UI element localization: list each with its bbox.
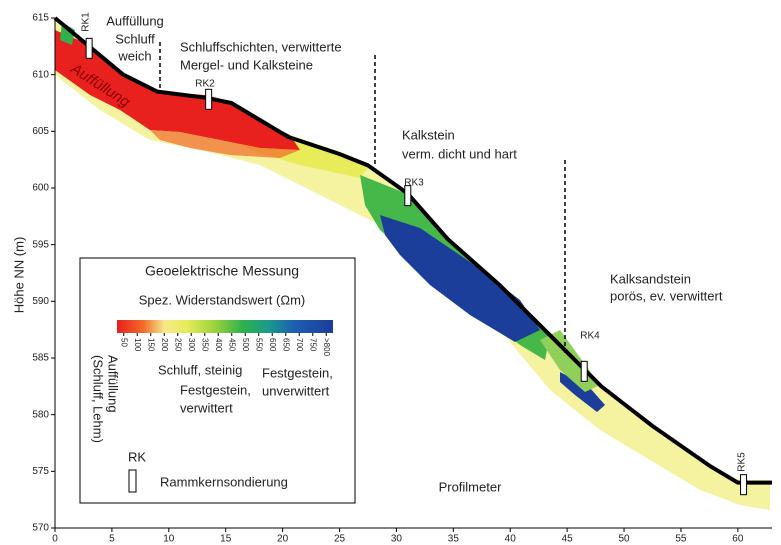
legend-class: (Schluff, Lehm) [91,355,106,443]
borehole-marker [85,37,93,59]
plot [53,16,772,496]
colorbar-tick-label: 150 [147,338,156,352]
borehole-marker [740,474,748,496]
borehole-marker [404,185,412,207]
colorbar-tick-label: >800 [322,338,331,357]
colorbar-tick-label: 300 [187,338,196,352]
x-tick-label: 45 [562,534,574,545]
x-tick-label: 15 [220,534,232,545]
colorbar-tick-label: 100 [133,338,142,352]
resistivity-section [55,18,770,510]
annotation: Mergel- und Kalksteine [180,57,313,72]
legend-class: Festgestein, [262,365,333,380]
borehole-label: RK4 [580,331,600,342]
annotation: Schluffschichten, verwitterte [180,39,342,54]
legend-class: Festgestein, [180,382,251,397]
legend-symbol-text: Rammkernsondierung [160,474,288,489]
x-tick-label: 50 [618,534,630,545]
colorbar-tick-label: 50 [120,338,129,347]
borehole-marker [580,360,588,382]
y-tick-label: 575 [32,466,49,477]
y-tick-label: 590 [32,296,49,307]
colorbar-tick-label: 550 [255,338,264,352]
colorbar-tick-label: 200 [160,338,169,352]
x-tick-label: 30 [391,534,403,545]
terrain-line [53,16,772,485]
zone-dividers [159,42,566,355]
annotation: Auffüllung [106,13,164,28]
colorbar-tick-label: 700 [295,338,304,352]
x-tick-label: 60 [732,534,744,545]
x-tick-label: 40 [505,534,517,545]
x-tick-label: 5 [109,534,115,545]
y-tick-label: 585 [32,353,49,364]
x-tick-label: 10 [163,534,175,545]
x-tick-label: 20 [277,534,289,545]
annotation: Schluff [115,31,155,46]
legend-class: Schluff, steinig [158,362,242,377]
legend-class: Auffüllung [106,355,121,413]
legend-title: Geoelektrische Messung [145,263,299,279]
x-axis-label: Profilmeter [439,479,503,494]
legend-class: verwittert [180,400,233,415]
borehole-label: RK1 [81,12,92,32]
colorbar [117,320,333,333]
y-tick-label: 600 [32,183,49,194]
colorbar-tick-label: 600 [268,338,277,352]
colorbar-tick-label: 500 [241,338,250,352]
y-tick-label: 605 [32,126,49,137]
y-tick-label: 610 [32,69,49,80]
legend: Geoelektrische Messung Spez. Widerstands… [79,257,356,504]
borehole-label: RK2 [195,79,215,90]
y-tick-label: 595 [32,239,49,250]
legend-symbol-marker [128,469,137,493]
colorbar-tick-label: 750 [309,338,318,352]
y-tick-label: 580 [32,409,49,420]
x-tick-label: 0 [52,534,58,545]
annotation: Kalksandstein [610,271,691,286]
y-axis-label: Höhe NN (m) [11,237,26,314]
y-tick-label: 615 [32,13,49,24]
colorbar-tick-label: 350 [201,338,210,352]
colorbar-tick-label: 450 [228,338,237,352]
borehole-marker [205,88,213,110]
annotation: weich [117,48,151,63]
colorbar-tick-label: 250 [174,338,183,352]
borehole-label: RK3 [404,178,424,189]
borehole-label: RK5 [737,452,748,472]
y-tick-label: 570 [32,523,49,534]
legend-box [79,257,356,504]
legend-class: unverwittert [262,383,330,398]
colorbar-tick-label: 650 [282,338,291,352]
x-tick-label: 35 [448,534,460,545]
colorbar-tick-label: 400 [214,338,223,352]
x-tick-label: 25 [334,534,346,545]
annotation: Kalkstein [402,127,455,142]
legend-subtitle: Spez. Widerstandswert (Ωm) [139,292,305,307]
x-tick-label: 55 [675,534,687,545]
annotation: porös, ev. verwittert [610,288,723,303]
legend-symbol: RK [128,449,146,464]
annotation: verm. dicht und hart [402,146,517,161]
